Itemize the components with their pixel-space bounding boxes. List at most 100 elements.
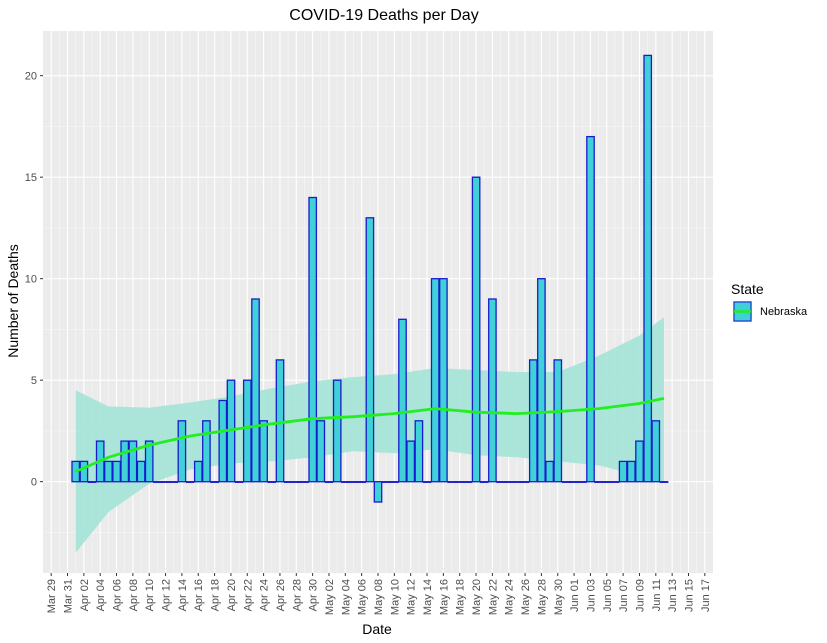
bar-2020-04-08 (128, 440, 138, 483)
bar-2020-04-17 (202, 420, 211, 483)
x-tick-label: Jun 13 (667, 579, 679, 612)
x-tick-label: Apr 08 (128, 579, 140, 611)
x-tick-label: Apr 20 (226, 579, 238, 611)
x-tick-label: Mar 31 (63, 579, 75, 613)
legend: State Nebraska (731, 281, 808, 322)
bar-2020-05-01 (316, 420, 326, 483)
x-tick-label: May 06 (357, 579, 369, 615)
y-tick-label: 20 (25, 71, 37, 83)
bar-2020-05-28 (537, 278, 546, 483)
bar-2020-05-06 (357, 481, 367, 483)
bar-2020-05-20 (471, 176, 481, 483)
x-tick-label: May 26 (520, 579, 532, 615)
bar-2020-06-04 (594, 481, 603, 483)
x-tick-label: May 08 (373, 579, 385, 615)
bar-2020-04-09 (136, 460, 146, 483)
bar-2020-05-15 (430, 278, 440, 483)
bar-2020-05-23 (496, 481, 505, 483)
x-axis-title: Date (362, 621, 392, 637)
x-tick-label: Jun 17 (700, 579, 712, 612)
bar-2020-04-14 (177, 420, 187, 483)
bar-2020-06-09 (635, 440, 644, 483)
bar-2020-04-29 (300, 481, 309, 483)
x-tick-label: May 02 (324, 579, 336, 615)
bar-2020-05-05 (349, 481, 358, 483)
x-tick-label: May 24 (504, 579, 516, 615)
bar-2020-06-08 (626, 460, 636, 483)
x-tick-label: May 22 (487, 579, 499, 615)
y-axis: 0 5 10 15 20 (25, 71, 43, 489)
bar-2020-06-10 (643, 54, 653, 483)
bar-2020-05-03 (332, 379, 342, 483)
y-tick-label: 10 (25, 274, 37, 286)
bar-2020-04-23 (251, 298, 260, 483)
bar-2020-05-10 (390, 481, 399, 483)
bar-2020-05-21 (479, 481, 489, 483)
legend-label-nebraska: Nebraska (760, 306, 808, 318)
bar-2020-04-22 (242, 379, 252, 483)
x-tick-label: Apr 16 (193, 579, 205, 611)
legend-title: State (731, 281, 764, 297)
bar-2020-04-02 (79, 460, 89, 483)
x-tick-label: Apr 14 (177, 579, 189, 611)
x-tick-label: Apr 18 (210, 579, 222, 611)
x-tick-label: Jun 09 (635, 579, 647, 612)
bar-2020-05-04 (340, 481, 350, 483)
bar-2020-05-16 (439, 278, 448, 483)
x-tick-label: Apr 06 (112, 579, 124, 611)
bar-2020-05-27 (528, 359, 538, 483)
x-tick-label: May 10 (389, 579, 401, 615)
bar-2020-05-17 (447, 481, 456, 483)
x-tick-label: Apr 10 (144, 579, 156, 611)
x-tick-label: May 30 (553, 579, 565, 615)
bar-2020-04-06 (112, 460, 121, 483)
bar-2020-04-25 (267, 481, 277, 483)
x-tick-label: Apr 30 (308, 579, 320, 611)
bar-2020-04-05 (104, 460, 113, 483)
bar-2020-04-11 (153, 481, 162, 483)
bar-2020-05-14 (422, 481, 432, 483)
x-tick-label: Apr 24 (259, 579, 271, 611)
x-tick-label: Jun 15 (684, 579, 696, 612)
x-tick-label: Apr 22 (242, 579, 254, 611)
bar-2020-05-31 (561, 481, 571, 483)
y-tick-label: 15 (25, 172, 37, 184)
bar-2020-05-19 (463, 481, 473, 483)
bar-2020-06-03 (586, 135, 595, 483)
bar-2020-04-13 (169, 481, 179, 483)
bar-2020-04-19 (218, 399, 228, 483)
x-tick-label: Apr 04 (95, 579, 107, 611)
x-tick-label: Jun 03 (585, 579, 597, 612)
bar-2020-05-29 (545, 460, 554, 483)
y-tick-label: 0 (31, 477, 37, 489)
y-tick-label: 5 (31, 375, 37, 387)
bars-group (71, 54, 669, 503)
x-tick-label: May 16 (438, 579, 450, 615)
bar-2020-06-06 (610, 481, 620, 483)
bar-2020-04-24 (259, 420, 268, 483)
bar-2020-04-12 (161, 481, 170, 483)
bar-2020-04-07 (120, 440, 130, 483)
bar-2020-04-01 (71, 460, 81, 483)
bar-2020-05-12 (406, 440, 416, 483)
bar-2020-05-30 (553, 359, 563, 483)
x-tick-label: Mar 29 (46, 579, 58, 613)
bar-2020-04-26 (275, 359, 285, 483)
x-tick-label: May 18 (455, 579, 467, 615)
bar-2020-05-07 (365, 217, 375, 483)
bar-2020-04-21 (234, 481, 244, 483)
bar-2020-04-30 (308, 196, 318, 483)
bar-2020-05-13 (414, 420, 424, 483)
bar-2020-06-05 (602, 481, 612, 483)
bar-2020-04-28 (291, 481, 301, 483)
bar-2020-05-24 (504, 481, 514, 483)
bar-2020-04-15 (185, 481, 195, 483)
bar-2020-04-27 (283, 481, 293, 483)
x-axis: Mar 29 Mar 31 Apr 02 Apr 04 Apr 06 Apr 08 Apr … (46, 573, 712, 615)
x-tick-label: Apr 28 (291, 579, 303, 611)
x-tick-label: May 04 (340, 579, 352, 615)
bar-2020-04-03 (87, 481, 97, 483)
bar-2020-04-16 (193, 460, 203, 483)
x-tick-label: May 12 (406, 579, 418, 615)
